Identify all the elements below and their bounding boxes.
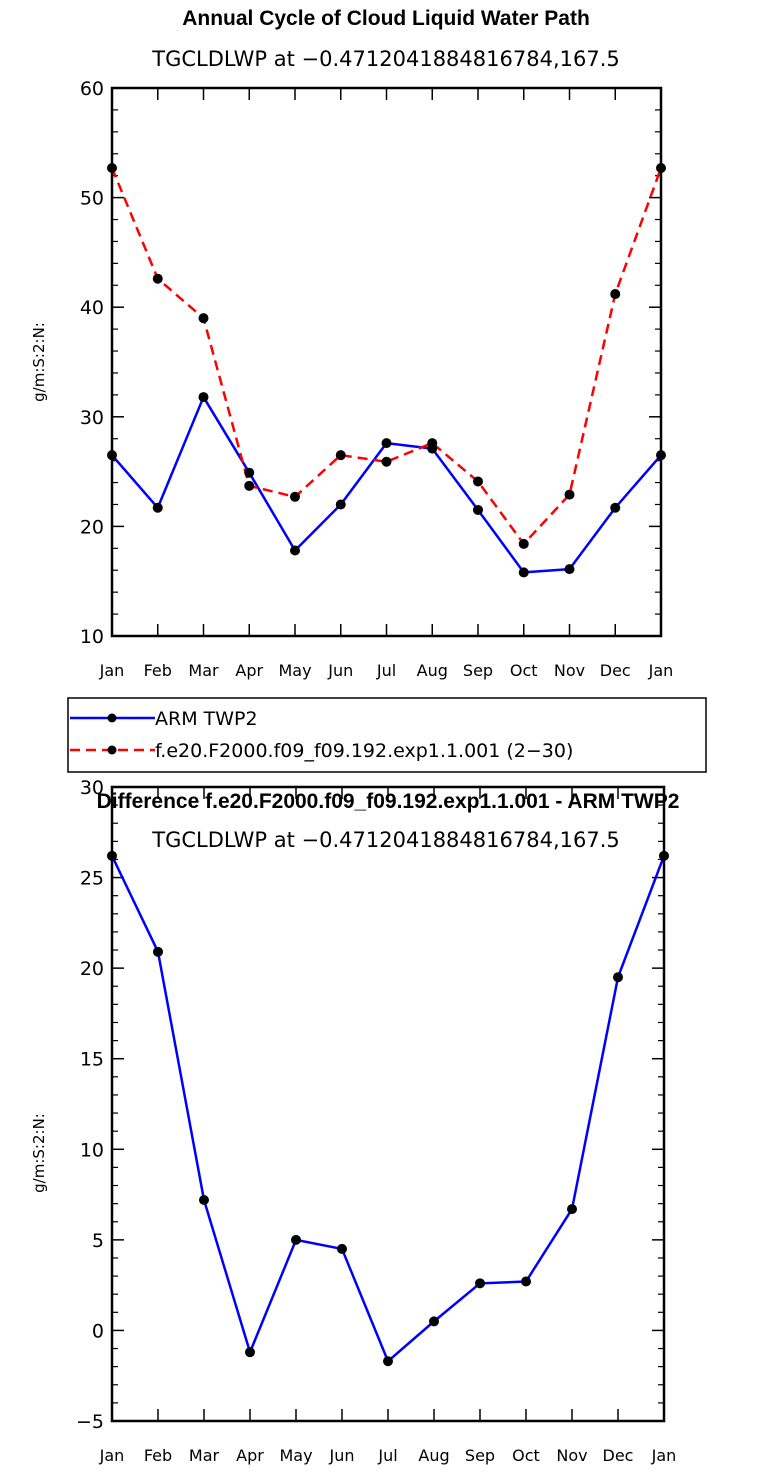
chart2-x-tick-label: Nov [556,1446,587,1465]
chart1-y-tick-label: 50 [80,188,104,210]
chart1-x-tick-label: Dec [600,661,631,680]
chart2-x-tick-label: Aug [418,1446,449,1465]
chart1-subtitle: TGCLDLWP at −0.4712041884816784,167.5 [151,47,620,71]
chart2-y-tick-label: 30 [80,777,104,799]
chart1-data-point [152,502,163,513]
chart2-x-tick-label: Jan [651,1446,677,1465]
chart2-y-tick-label: 0 [92,1320,104,1342]
chart1-x-tick-label: Jun [327,661,353,680]
chart1-legend: ARM TWP2 f.e20.F2000.f09_f09.192.exp1.1.… [67,697,707,773]
chart2-title: Difference f.e20.F2000.f09_f09.192.exp1.… [97,790,680,813]
chart2-data-point [337,1243,347,1254]
chart2-frame [110,785,666,1423]
chart2-data-point [291,1234,301,1245]
chart2-data-point [475,1278,485,1289]
chart1-x-tick-label: Feb [144,661,172,680]
chart1-x-tick-label: Jan [99,661,125,680]
chart1-title: Annual Cycle of Cloud Liquid Water Path [182,7,590,30]
chart2-data-point [245,1347,255,1358]
chart2-y-tick-label: −5 [76,1411,104,1433]
chart1-x-tick-label: Apr [235,661,263,680]
chart1-data-point [198,313,209,324]
chart1-data-point [610,289,621,300]
chart1-data-point [564,489,575,500]
chart1-x-tick-label: Jul [376,661,396,680]
chart2-x-tick-label: Jan [99,1446,125,1465]
chart1-data-point [518,567,529,578]
chart1-data-point [244,467,255,478]
chart1-data-point [381,438,392,449]
chart1-series-line-0 [111,395,662,574]
legend-label-arm: ARM TWP2 [155,708,258,730]
chart2-series-line-0 [110,855,666,1363]
chart2-data-point [429,1316,439,1327]
legend-label-model: f.e20.F2000.f09_f09.192.exp1.1.001 (2−30… [155,740,573,762]
chart1-plot-area: 10 20 30 40 50 60 Jan Feb Mar Apr May Jun Jul Aug Sep O… [80,78,674,680]
chart1-frame [110,86,663,638]
chart2-x-tick-label: Mar [189,1446,220,1465]
chart1-data-point [244,480,255,491]
chart2-ylabel: g/m:S:2:N: [30,1113,48,1193]
chart1-data-point [335,450,346,461]
legend-marker-arm [107,713,117,723]
chart1-data-point [152,273,163,284]
chart2-data-point [383,1356,393,1367]
chart1-ylabel: g/m:S:2:N: [30,322,48,402]
chart2-x-tick-label: Feb [144,1446,172,1465]
chart1-x-tick-label: Sep [463,661,493,680]
chart2-data-point [613,972,623,983]
chart1-data-point [564,564,575,575]
chart2-plot-area: −5 0 5 10 15 20 25 30 Jan Feb Mar Apr May Jun Jul Aug Se… [76,777,676,1465]
chart1-data-point [427,438,438,449]
chart2-data-point [153,946,163,957]
chart2-x-tick-label: Dec [603,1446,634,1465]
chart1-data-point [335,499,346,510]
chart2-y-tick-label: 25 [80,868,104,890]
chart1-y-tick-label: 30 [80,407,104,429]
chart2-x-tick-label: Sep [465,1446,495,1465]
legend-marker-model [107,745,117,755]
chart1-data-point [198,392,209,403]
chart1-x-tick-label: Jan [648,661,674,680]
chart1-x-tick-label: Mar [188,661,219,680]
chart1-data-point [290,545,300,556]
chart1-data-point [610,502,621,513]
chart1-x-tick-label: Aug [417,661,448,680]
chart2-x-tick-label: Jul [377,1446,397,1465]
chart2-y-tick-label: 10 [80,1139,104,1161]
chart2-y-tick-label: 20 [80,958,104,980]
chart2-x-tick-label: May [279,1446,312,1465]
chart1-x-tick-label: Oct [510,661,538,680]
chart1-x-tick-label: May [278,661,311,680]
legend-box [67,697,707,773]
chart1-data-point [381,456,392,467]
chart2-x-tick-label: Apr [236,1446,264,1465]
chart2-x-tick-label: Oct [512,1446,540,1465]
chart2-y-tick-label: 15 [80,1049,104,1071]
chart1-y-tick-label: 60 [80,78,104,100]
chart2-x-tick-label: Jun [329,1446,355,1465]
chart1-y-tick-label: 20 [80,516,104,538]
chart1-x-tick-label: Nov [554,661,585,680]
chart1-series-line-1 [110,167,663,546]
chart1-y-tick-label: 40 [80,297,104,319]
chart2-subtitle: TGCLDLWP at −0.4712041884816784,167.5 [151,828,620,852]
chart1-data-point [518,538,529,549]
chart1-data-point [473,476,483,487]
chart2-data-point [567,1204,577,1215]
chart1-data-point [473,504,483,515]
chart1-data-point [290,491,300,502]
chart2-y-tick-label: 5 [92,1230,104,1252]
chart2-data-point [521,1276,531,1287]
chart1-y-tick-label: 10 [80,626,104,648]
chart2-data-point [199,1195,209,1206]
